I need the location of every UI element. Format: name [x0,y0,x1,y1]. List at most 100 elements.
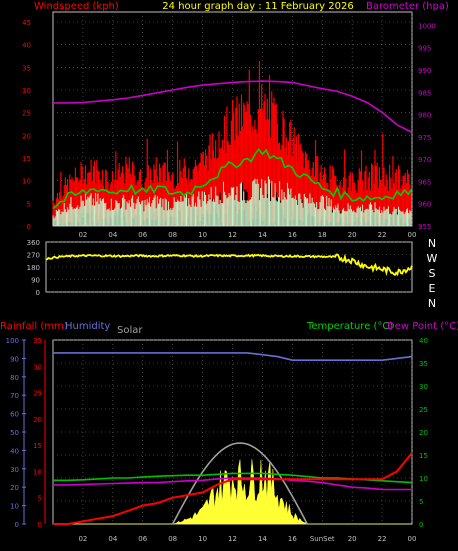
temp-tick-label: 20 [419,429,428,437]
rain-tick-label: 35 [33,337,42,345]
baro-right-tick-label: 965 [418,178,431,186]
rain-x-tick-label: 14 [258,535,267,543]
humidity-tick-label: 60 [10,411,19,419]
humidity-line [53,352,413,361]
wind-x-tick-label: 04 [108,231,117,239]
rain-tick-label: 5 [38,495,42,503]
wind-x-tick-label: 20 [348,231,357,239]
rain-tick-label: 10 [33,468,42,476]
humidity-tick-label: 20 [10,484,19,492]
wind-x-tick-label: 02 [78,231,87,239]
wind-left-tick-label: 35 [22,64,31,72]
wind-x-tick-label: 16 [288,231,297,239]
humidity-tick-label: 40 [10,447,19,455]
baro-right-tick-label: 955 [418,223,431,231]
wind-left-tick-label: 5 [27,200,31,208]
temp-tick-label: 5 [419,498,423,506]
baro-right-tick-label: 1000 [418,22,436,30]
humidity-tick-label: 70 [10,392,19,400]
baro-right-tick-label: 975 [418,134,431,142]
wind-left-tick-label: 15 [22,155,31,163]
rain-tick-label: 30 [33,363,42,371]
rain-tick-label: 25 [33,390,42,398]
rain-tick-label: 15 [33,442,42,450]
baro-right-tick-label: 960 [418,201,431,209]
wind-x-tick-label: 00 [408,231,417,239]
temp-tick-label: 35 [419,360,428,368]
compass-label: N [428,297,436,310]
dir-left-tick-label: 90 [31,277,40,285]
rain-x-tick-label: 08 [168,535,177,543]
rain-x-tick-label: 22 [378,535,387,543]
rain-x-tick-label: 02 [78,535,87,543]
dir-left-tick-label: 360 [27,239,40,247]
solar-label: Solar [117,325,143,336]
humidity-tick-label: 0 [15,521,19,529]
wind-x-tick-label: 08 [168,231,177,239]
temp-tick-label: 10 [419,475,428,483]
baro-right-tick-label: 995 [418,45,431,53]
humidity-tick-label: 80 [10,374,19,382]
wind-x-tick-label: 22 [378,231,387,239]
wind-x-tick-label: 18 [318,231,327,239]
wind-left-tick-label: 30 [22,87,31,95]
temp-tick-label: 25 [419,406,428,414]
compass-label: E [429,282,436,295]
barometer-label: Barometer (hpa) [366,1,449,12]
dewpoint-label: Dew Point (°C) [387,321,458,332]
wind-panel: Windspeed (kph) Barometer (hpa) 0 5 10 15 20… [22,1,449,239]
humidity-tick-label: 100 [6,337,19,345]
rain-x-tick-label: 06 [138,535,147,543]
direction-line [45,253,413,277]
baro-right-tick-label: 980 [418,112,431,120]
rain-tick-label: 0 [38,521,42,529]
wind-left-tick-label: 45 [22,19,31,27]
wind-x-tick-label: 12 [228,231,237,239]
rainfall-label: Rainfall (mm) [0,321,68,332]
temp-tick-label: 15 [419,452,428,460]
wind-left-tick-label: 25 [22,110,31,118]
rain-x-tick-label: 16 [288,535,297,543]
dir-left-tick-label: 180 [27,264,40,272]
rain-x-tick-label: 20 [348,535,357,543]
chart-title: 24 hour graph day : 11 February 2026 [162,1,353,12]
solar-area [53,459,412,525]
rainfall-line [53,452,413,525]
sun-curve [171,442,309,525]
dir-left-tick-label: 270 [27,252,40,260]
rain-x-tick-label: 00 [408,535,417,543]
humidity-tick-label: 30 [10,466,19,474]
humidity-label: Humidity [65,321,110,332]
humidity-tick-label: 50 [10,429,19,437]
compass-label: S [429,267,436,280]
temp-tick-label: 0 [419,521,423,529]
baro-right-tick-label: 970 [418,156,431,164]
wind-left-tick-label: 10 [22,178,31,186]
dir-left-tick-label: 0 [36,289,40,297]
rain-tick-label: 20 [33,416,42,424]
rain-temp-panel: Rainfall (mm) Humidity Solar Temperature… [0,321,458,543]
wind-left-tick-label: 20 [22,132,31,140]
rain-x-tick-label: 04 [108,535,117,543]
wind-x-tick-label: 14 [258,231,267,239]
temperature-label: Temperature (°C) [306,321,393,332]
humidity-tick-label: 10 [10,503,19,511]
wind-x-tick-label: 06 [138,231,147,239]
humidity-tick-label: 90 [10,355,19,363]
direction-plot-frame [45,241,413,293]
temp-tick-label: 40 [419,337,428,345]
wind-left-tick-label: 40 [22,42,31,50]
baro-right-tick-label: 985 [418,89,431,97]
baro-right-tick-label: 990 [418,67,431,75]
compass-label: N [428,237,436,250]
temp-tick-label: 30 [419,383,428,391]
avg-wind-line [52,147,413,210]
rain-x-tick-label: SunSet [310,535,335,543]
rain-x-tick-label: 12 [228,535,237,543]
wind-left-tick-label: 0 [27,223,31,231]
windspeed-label: Windspeed (kph) [34,1,119,12]
barometer-line [53,80,413,134]
compass-label: W [427,252,438,265]
wind-x-tick-label: 10 [198,231,207,239]
